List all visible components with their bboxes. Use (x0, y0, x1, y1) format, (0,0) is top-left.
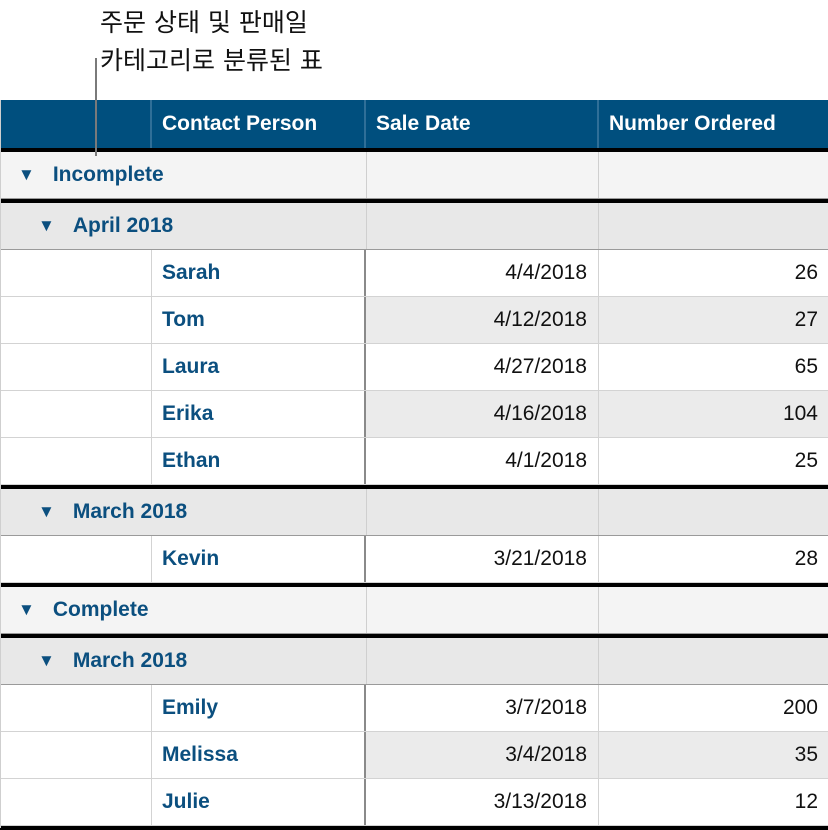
sale-date-cell[interactable]: 3/13/2018 (366, 779, 599, 825)
category-label[interactable]: ▼ Complete (18, 587, 149, 633)
contact-person-cell[interactable]: Emily (152, 685, 366, 731)
sale-date-cell[interactable]: 4/1/2018 (366, 438, 599, 484)
empty-cell[interactable] (0, 536, 152, 582)
empty-cell[interactable] (0, 685, 152, 731)
disclosure-triangle-down-icon[interactable]: ▼ (38, 502, 55, 521)
contact-person-cell[interactable]: Tom (152, 297, 366, 343)
table-row[interactable]: Melissa 3/4/2018 35 (0, 732, 828, 779)
cell (366, 203, 599, 249)
category-name: Complete (52, 598, 149, 621)
number-ordered-cell[interactable]: 104 (599, 391, 828, 437)
number-ordered-cell[interactable]: 35 (599, 732, 828, 778)
category-label[interactable]: ▼ Incomplete (18, 152, 164, 198)
category-divider (0, 199, 828, 203)
header-sale-date[interactable]: Sale Date (366, 100, 599, 148)
category-name: Incomplete (52, 163, 164, 186)
contact-person-cell[interactable]: Sarah (152, 250, 366, 296)
category-divider (0, 583, 828, 587)
empty-cell[interactable] (0, 344, 152, 390)
cell (599, 638, 828, 684)
subcategory-name: March 2018 (72, 500, 188, 523)
callout-line-2: 카테고리로 분류된 표 (100, 46, 323, 75)
categorized-table: Contact Person Sale Date Number Ordered … (0, 100, 828, 830)
cell (366, 152, 599, 198)
header-contact-person[interactable]: Contact Person (152, 100, 366, 148)
contact-person-cell[interactable]: Kevin (152, 536, 366, 582)
sale-date-cell[interactable]: 4/12/2018 (366, 297, 599, 343)
number-ordered-cell[interactable]: 27 (599, 297, 828, 343)
table-row[interactable]: Ethan 4/1/2018 25 (0, 438, 828, 485)
sale-date-cell[interactable]: 3/4/2018 (366, 732, 599, 778)
table-row[interactable]: Kevin 3/21/2018 28 (0, 536, 828, 583)
header-row: Contact Person Sale Date Number Ordered (0, 100, 828, 148)
contact-person-cell[interactable]: Ethan (152, 438, 366, 484)
sale-date-cell[interactable]: 3/7/2018 (366, 685, 599, 731)
disclosure-triangle-down-icon[interactable]: ▼ (38, 651, 55, 670)
contact-person-cell[interactable]: Erika (152, 391, 366, 437)
cell (599, 489, 828, 535)
contact-person-cell[interactable]: Julie (152, 779, 366, 825)
subcategory-name: April 2018 (72, 214, 174, 237)
category-row[interactable]: ▼ Incomplete (0, 152, 828, 199)
disclosure-triangle-down-icon[interactable]: ▼ (18, 165, 35, 184)
cell (599, 152, 828, 198)
callout-line-1: 주문 상태 및 판매일 (100, 8, 308, 37)
empty-cell[interactable] (0, 438, 152, 484)
cell (366, 587, 599, 633)
category-divider (0, 148, 828, 152)
empty-cell[interactable] (0, 732, 152, 778)
cell (152, 152, 366, 198)
cell (366, 489, 599, 535)
number-ordered-cell[interactable]: 12 (794, 790, 818, 813)
category-divider (0, 634, 828, 638)
table-row[interactable]: Sarah 4/4/2018 26 (0, 250, 828, 297)
callout-pointer-line (95, 58, 97, 156)
header-number-ordered[interactable]: Number Ordered (609, 112, 776, 135)
disclosure-triangle-down-icon[interactable]: ▼ (38, 216, 55, 235)
category-label[interactable]: ▼ March 2018 (38, 489, 187, 535)
category-row[interactable]: ▼ Complete (0, 587, 828, 634)
disclosure-triangle-down-icon[interactable]: ▼ (18, 600, 35, 619)
subcategory-row[interactable]: ▼ April 2018 (0, 203, 828, 250)
number-ordered-cell[interactable]: 25 (794, 449, 818, 472)
contact-person-cell[interactable]: Melissa (152, 732, 366, 778)
callout-annotation: 주문 상태 및 판매일 카테고리로 분류된 표 (100, 4, 323, 80)
subcategory-row[interactable]: ▼ March 2018 (0, 638, 828, 685)
table-row[interactable]: Laura 4/27/2018 65 (0, 344, 828, 391)
number-ordered-cell[interactable]: 200 (782, 696, 818, 719)
cell (152, 587, 366, 633)
sale-date-cell[interactable]: 4/4/2018 (366, 250, 599, 296)
category-divider (0, 826, 828, 830)
category-divider (0, 485, 828, 489)
table-row[interactable]: Erika 4/16/2018 104 (0, 391, 828, 438)
table-row[interactable]: Tom 4/12/2018 27 (0, 297, 828, 344)
sale-date-cell[interactable]: 4/16/2018 (366, 391, 599, 437)
contact-person-cell[interactable]: Laura (152, 344, 366, 390)
table-left-border (0, 100, 1, 828)
category-label[interactable]: ▼ March 2018 (38, 638, 187, 684)
subcategory-name: March 2018 (72, 649, 188, 672)
table-row[interactable]: Emily 3/7/2018 200 (0, 685, 828, 732)
cell (599, 203, 828, 249)
header-category-column[interactable] (0, 100, 152, 148)
table-row[interactable]: Julie 3/13/2018 12 (0, 779, 828, 826)
cell (152, 203, 366, 249)
number-ordered-cell[interactable]: 65 (794, 355, 818, 378)
sale-date-cell[interactable]: 4/27/2018 (366, 344, 599, 390)
number-ordered-cell[interactable]: 26 (794, 261, 818, 284)
cell (599, 587, 828, 633)
empty-cell[interactable] (0, 250, 152, 296)
number-ordered-cell[interactable]: 28 (794, 547, 818, 570)
sale-date-cell[interactable]: 3/21/2018 (366, 536, 599, 582)
empty-cell[interactable] (0, 391, 152, 437)
category-label[interactable]: ▼ April 2018 (38, 203, 173, 249)
empty-cell[interactable] (0, 779, 152, 825)
empty-cell[interactable] (0, 297, 152, 343)
subcategory-row[interactable]: ▼ March 2018 (0, 489, 828, 536)
cell (366, 638, 599, 684)
